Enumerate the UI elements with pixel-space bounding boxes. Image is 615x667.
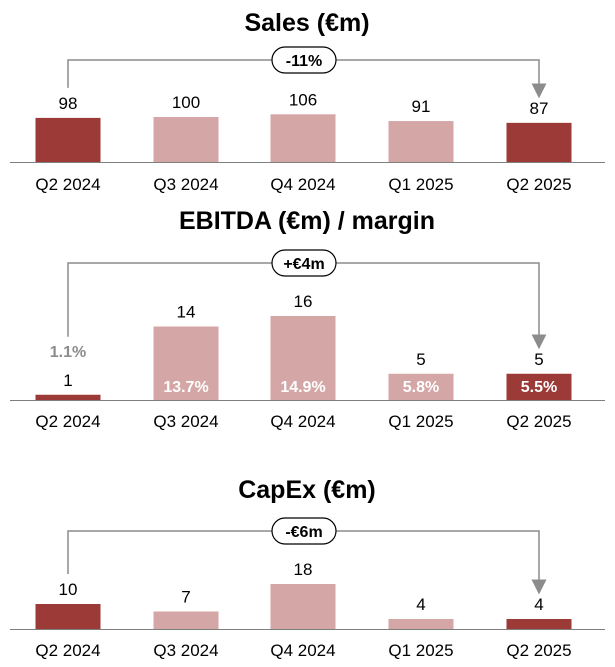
margin-label: 5.5% [521,379,557,396]
margin-label: 1.1% [50,344,86,361]
x-tick-label: Q2 2025 [506,412,571,431]
margin-label: 13.7% [163,379,208,396]
data-label: 16 [294,292,313,311]
change-label: +€4m [283,256,324,273]
data-label: 5 [534,350,543,369]
bar [506,122,572,162]
change-pill [271,249,337,277]
x-tick-label: Q2 2025 [506,175,571,194]
bar [153,326,219,400]
x-tick-label: Q2 2024 [35,412,100,431]
chart-title: CapEx (€m) [238,476,376,504]
x-tick-label: Q2 2025 [506,641,571,660]
margin-label: 14.9% [280,379,325,396]
chart-title: EBITDA (€m) / margin [179,207,435,235]
bar [270,114,336,162]
data-label: 1 [63,371,72,390]
chart-panel-3: CapEx (€m) 10 Q2 2024 7 Q3 2024 18 Q4 2024 4 Q1 … [10,476,605,660]
bar [506,619,572,629]
data-label: 87 [530,99,549,118]
data-label: 5 [416,350,425,369]
data-label: 4 [534,595,543,614]
x-tick-label: Q3 2024 [153,412,218,431]
chart-panel-2: EBITDA (€m) / margin 1 Q2 2024 1.1% 14 Q3 202… [10,207,605,431]
bar [270,316,336,400]
bar [506,373,572,400]
x-tick-label: Q1 2025 [388,412,453,431]
x-tick-label: Q1 2025 [388,641,453,660]
data-label: 98 [59,94,78,113]
bar [35,604,101,629]
change-label: -11% [286,53,322,70]
data-label: 14 [177,303,196,322]
change-pill [271,517,337,545]
bar [388,373,454,400]
bar [35,394,101,400]
x-tick-label: Q1 2025 [388,175,453,194]
data-label: 10 [59,580,78,599]
bar [388,121,454,162]
margin-label: 5.8% [403,379,439,396]
bar [153,117,219,162]
change-label: -€6m [285,524,322,541]
change-pill [271,46,337,74]
chart-panel-1: Sales (€m) 98 Q2 2024 100 Q3 2024 106 Q4 2024 9… [10,9,605,194]
data-label: 106 [289,90,317,109]
x-tick-label: Q3 2024 [153,641,218,660]
x-tick-label: Q2 2024 [35,641,100,660]
chart-title: Sales (€m) [244,9,369,37]
bar [388,619,454,629]
x-tick-label: Q4 2024 [270,175,335,194]
x-tick-label: Q4 2024 [270,641,335,660]
bar [35,117,101,162]
data-label: 7 [181,588,190,607]
bar [153,611,219,629]
data-label: 91 [412,97,431,116]
data-label: 4 [416,595,425,614]
x-tick-label: Q2 2024 [35,175,100,194]
data-label: 18 [294,560,313,579]
data-label: 100 [172,93,200,112]
bar [270,584,336,629]
x-tick-label: Q3 2024 [153,175,218,194]
x-tick-label: Q4 2024 [270,412,335,431]
